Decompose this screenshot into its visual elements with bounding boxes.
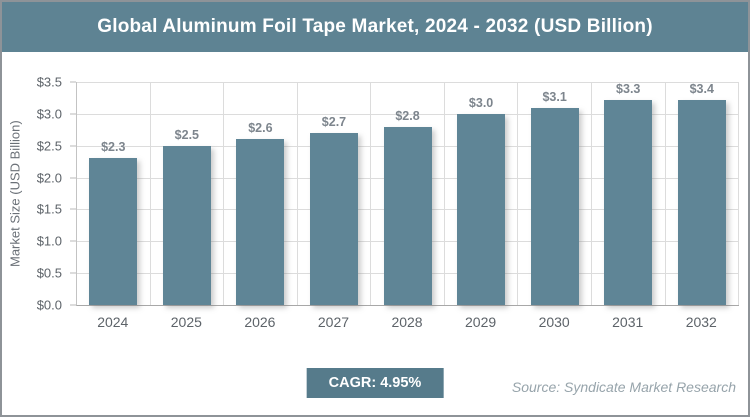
- y-tick-mark: [70, 304, 76, 306]
- bar-value-label: $3.3: [616, 82, 641, 96]
- cagr-label: CAGR: 4.95%: [328, 375, 422, 391]
- bar: [677, 100, 726, 305]
- bar-value-label: $3.4: [689, 82, 714, 96]
- y-tick-label: $2.5: [36, 138, 62, 154]
- y-tick-mark: [70, 240, 76, 242]
- chart-area: Market Size (USD Billion) $0.0 $0.5 $1.0 $1…: [2, 52, 748, 342]
- bar: [89, 158, 138, 305]
- cagr-badge: CAGR: 4.95%: [306, 368, 444, 398]
- h-gridline: [77, 82, 739, 83]
- y-tick-label: $1.5: [36, 201, 62, 217]
- y-tick-label: $2.0: [36, 170, 62, 186]
- bar-value-label: $3.0: [468, 95, 494, 110]
- title-banner: Global Aluminum Foil Tape Market, 2024 -…: [2, 2, 748, 52]
- x-axis-label: 2024: [97, 314, 129, 330]
- y-tick-label: $0.5: [36, 265, 62, 281]
- x-axis-label: 2032: [685, 314, 717, 330]
- x-axis-label: 2029: [465, 314, 497, 330]
- bar: [309, 132, 358, 305]
- bar-group: $2.3: [77, 82, 151, 305]
- bar: [604, 100, 653, 305]
- y-tick-label: $0.0: [36, 297, 62, 313]
- x-axis-label: 2025: [170, 314, 202, 330]
- bar-value-label: $2.5: [174, 127, 200, 142]
- x-axis-label: 2028: [391, 314, 423, 330]
- bar: [530, 107, 579, 305]
- bar-group: $3.4: [666, 82, 740, 305]
- bar-value-label: $2.8: [395, 108, 420, 123]
- x-axis-label: 2026: [244, 314, 276, 330]
- bar: [383, 126, 432, 305]
- source-text: Source: Syndicate Market Research: [511, 379, 736, 395]
- bar-group: $3.1: [518, 82, 592, 305]
- bar-group: $2.8: [371, 82, 445, 305]
- bar-value-label: $2.6: [248, 121, 273, 136]
- x-axis-label: 2027: [317, 314, 350, 330]
- y-tick-mark: [70, 145, 76, 147]
- y-axis: $0.0 $0.5 $1.0 $1.5 $2.0 $2.5 $3.0 $3.5: [2, 75, 76, 313]
- y-tick-mark: [70, 272, 76, 274]
- bar-group: $2.6: [224, 82, 298, 305]
- bar-value-label: $3.1: [542, 89, 567, 104]
- bar: [457, 113, 506, 305]
- bar-value-label: $2.7: [321, 114, 347, 129]
- y-tick-label: $1.0: [36, 233, 62, 249]
- y-tick-label: $3.5: [36, 74, 62, 90]
- chart-title: Global Aluminum Foil Tape Market, 2024 -…: [97, 16, 653, 37]
- bar: [236, 139, 285, 305]
- x-axis-label: 2031: [612, 314, 644, 330]
- h-gridline: [77, 113, 739, 115]
- bar-value-label: $2.3: [101, 140, 126, 155]
- plot-area: $2.3 $2.5 $2.6 $2.7 $2.8 $3.0 $3.1 $3.3 $3.4: [76, 82, 740, 306]
- y-tick-mark: [70, 81, 76, 83]
- y-tick-mark: [70, 113, 76, 115]
- x-axis: 2024 2025 2026 2027 2028 2029 2030 2031 2032: [76, 314, 738, 330]
- y-tick-mark: [70, 177, 76, 179]
- y-tick-mark: [70, 208, 76, 210]
- bar-group: $2.5: [151, 82, 225, 305]
- y-tick-label: $3.0: [36, 106, 62, 122]
- x-axis-label: 2030: [538, 314, 570, 330]
- bar-group: $2.7: [298, 82, 372, 305]
- bar-group: $3.0: [445, 82, 519, 305]
- bar: [162, 145, 211, 305]
- bar-group: $3.3: [592, 82, 666, 305]
